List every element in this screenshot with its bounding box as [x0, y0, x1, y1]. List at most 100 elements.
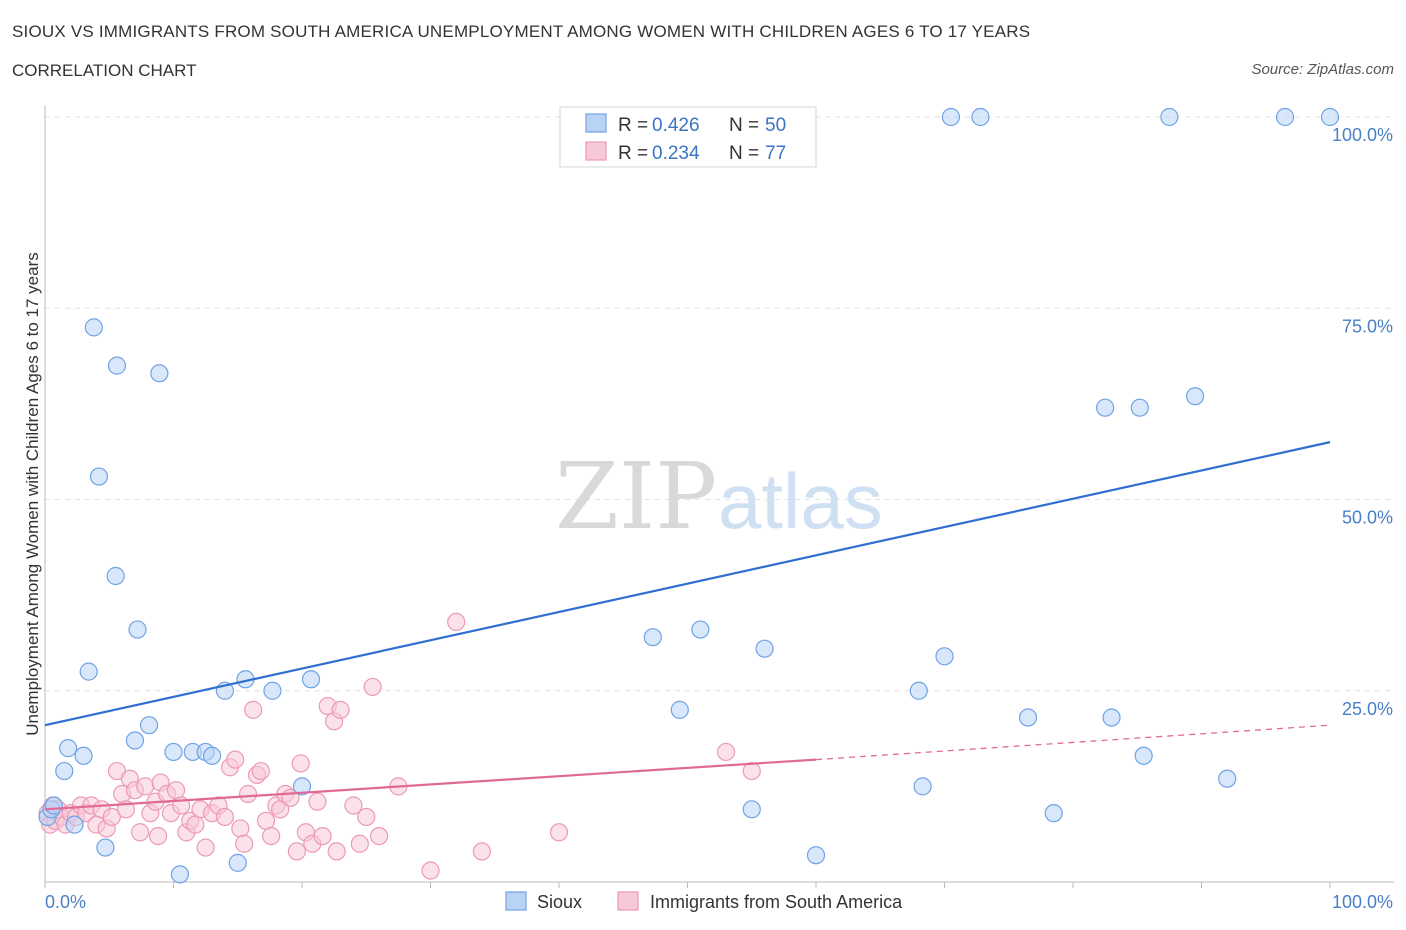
axes: [44, 105, 1394, 888]
sioux-point-13: [125, 731, 145, 750]
y-tick-label-50: 50.0%: [1342, 508, 1393, 528]
immigrants-point-65: [357, 807, 376, 827]
legend-r-value-2: 0.234: [652, 143, 700, 164]
sioux-point-34: [909, 681, 928, 700]
watermark: ZIP atlas: [555, 443, 883, 550]
y-tick-label-75: 75.0%: [1342, 316, 1393, 336]
chart-subtitle: CORRELATION CHART: [12, 61, 197, 80]
legend-swatch-immigrants: [585, 141, 607, 161]
immigrants-point-43: [238, 784, 258, 804]
immigrants-point-44: [244, 700, 263, 719]
bottom-legend-swatch-immigrants: [617, 891, 639, 911]
sioux-point-9: [89, 467, 109, 486]
bottom-legend-sioux: Sioux: [537, 892, 582, 912]
immigrants-point-47: [256, 811, 276, 830]
immigrants-point-64: [350, 834, 369, 853]
immigrants-point-35: [196, 838, 215, 857]
immigrants-point-57: [308, 792, 327, 811]
immigrants-point-54: [291, 754, 310, 773]
sioux-point-37: [941, 107, 961, 127]
sioux-point-47: [1218, 769, 1237, 788]
sioux-point-30: [691, 620, 710, 639]
immigrants-point-33: [186, 815, 205, 834]
immigrants-point-72: [549, 823, 569, 842]
watermark-zip: ZIP: [555, 443, 717, 550]
tick-labels: 25.0% 50.0% 75.0% 100.0% 0.0% 100.0%: [45, 125, 1393, 912]
sioux-point-3: [55, 761, 74, 781]
sioux-point-49: [1320, 107, 1340, 127]
immigrants-point-46: [251, 761, 270, 781]
chart-source: Source: ZipAtlas.com: [1251, 61, 1394, 78]
immigrants-point-58: [313, 826, 332, 846]
immigrants-point-40: [226, 750, 245, 769]
chart-title: SIOUX VS IMMIGRANTS FROM SOUTH AMERICA U…: [12, 22, 1031, 41]
legend-n-value-2: 77: [765, 143, 786, 164]
sioux-point-33: [806, 846, 826, 865]
immigrants-point-70: [447, 612, 466, 632]
immigrants-point-66: [363, 677, 382, 697]
immigrants-point-61: [327, 842, 346, 861]
sioux-point-4: [59, 739, 78, 758]
legend-r-value-1: 0.426: [652, 115, 700, 136]
sioux-point-40: [1044, 804, 1063, 823]
sioux-point-27: [301, 670, 321, 689]
immigrants-point-42: [235, 834, 254, 853]
y-axis-label-text: Unemployment Among Women with Children A…: [23, 252, 42, 736]
trend-lines: [44, 441, 1331, 811]
immigrants-point-41: [231, 819, 250, 838]
legend-r-label-1: R =: [618, 115, 648, 136]
immigrants-point-38: [215, 807, 234, 827]
bottom-legend-immigrants: Immigrants from South America: [650, 892, 903, 912]
sioux-point-5: [65, 815, 84, 834]
sioux-point-29: [670, 700, 689, 719]
sioux-point-2: [44, 796, 64, 815]
sioux-point-41: [1096, 398, 1115, 417]
sioux-point-11: [106, 566, 125, 586]
immigrants-point-21: [130, 823, 150, 842]
sioux-point-8: [84, 318, 103, 337]
sioux-point-42: [1102, 708, 1121, 727]
immigrants-point-25: [148, 826, 168, 846]
immigrants-point-71: [472, 842, 491, 861]
sioux-point-38: [971, 107, 990, 127]
sioux-point-32: [755, 639, 774, 658]
x-tick-label-0: 0.0%: [45, 892, 86, 912]
sioux-point-48: [1275, 107, 1295, 127]
sioux-point-35: [913, 777, 932, 796]
immigrants-point-48: [262, 826, 281, 846]
legend-n-label-2: N =: [729, 143, 759, 164]
sioux-point-44: [1134, 746, 1153, 765]
immigrants-point-63: [344, 796, 363, 815]
immigrants-point-22: [136, 777, 155, 796]
immigrants-trend-extension: [815, 724, 1331, 761]
legend-n-label-1: N =: [729, 115, 759, 136]
immigrants-point-73: [716, 742, 736, 762]
sioux-point-43: [1130, 398, 1149, 417]
sioux-point-12: [107, 356, 127, 375]
sioux-point-7: [79, 662, 98, 681]
sioux-point-46: [1185, 387, 1205, 406]
sioux-point-39: [1018, 708, 1038, 727]
immigrants-trend-line: [44, 758, 817, 811]
sioux-point-17: [164, 742, 183, 762]
legend-swatch-sioux: [585, 113, 607, 133]
sioux-trend-line: [44, 441, 1331, 727]
sioux-point-14: [128, 620, 147, 639]
immigrants-point-67: [370, 826, 389, 846]
watermark-atlas: atlas: [718, 457, 883, 545]
immigrants-point-74: [742, 761, 761, 781]
y-tick-label-25: 25.0%: [1342, 699, 1393, 719]
top-legend: R = 0.426 N = 50 R = 0.234 N = 77: [559, 106, 817, 168]
bottom-legend: Sioux Immigrants from South America: [505, 891, 903, 912]
sioux-point-36: [935, 647, 954, 666]
sioux-point-26: [292, 777, 312, 796]
sioux-point-23: [228, 853, 247, 872]
sioux-point-16: [150, 364, 169, 383]
sioux-point-18: [170, 865, 190, 884]
series-sioux-points: [38, 107, 1340, 884]
sioux-point-31: [742, 800, 761, 819]
immigrants-point-53: [287, 842, 306, 861]
immigrants-point-29: [166, 781, 186, 800]
y-tick-label-100: 100.0%: [1332, 125, 1393, 145]
